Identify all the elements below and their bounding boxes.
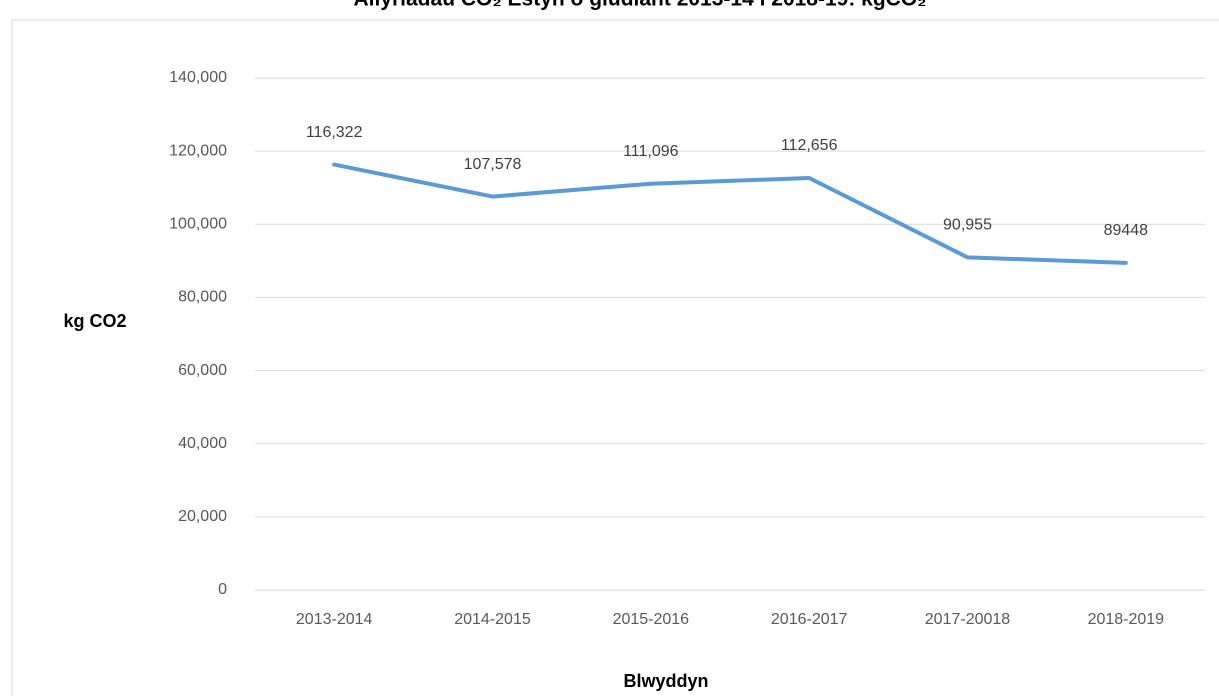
x-tick-label: 2014-2015: [454, 611, 531, 628]
y-tick-label: 80,000: [178, 289, 227, 306]
y-axis-label: kg CO2: [63, 311, 126, 331]
chart-border: [11, 19, 1219, 696]
y-tick-label: 20,000: [178, 508, 227, 525]
line-series: [332, 162, 1128, 265]
x-tick-label: 2013-2014: [296, 611, 373, 628]
data-label: 112,656: [781, 137, 838, 154]
y-tick-label: 60,000: [178, 362, 227, 379]
data-label: 90,955: [943, 217, 992, 234]
y-tick-label: 0: [218, 581, 227, 598]
y-tick-label: 40,000: [178, 435, 227, 452]
x-tick-label: 2016-2017: [771, 611, 848, 628]
y-tick-label: 140,000: [169, 69, 227, 86]
y-tick-label: 100,000: [169, 216, 227, 233]
y-tick-label: 120,000: [169, 142, 227, 159]
x-tick-label: 2017-20018: [925, 611, 1011, 628]
data-label: 89448: [1104, 222, 1149, 239]
x-axis-label: Blwyddyn: [623, 671, 708, 691]
chart-title: Allyriadau CO₂ Estyn o gludiant 2013-14 …: [353, 0, 926, 11]
x-tick-label: 2018-2019: [1088, 611, 1165, 628]
data-label: 111,096: [623, 143, 679, 160]
x-tick-label: 2015-2016: [613, 611, 690, 628]
data-label: 116,322: [306, 124, 363, 141]
data-label: 107,578: [464, 156, 522, 173]
